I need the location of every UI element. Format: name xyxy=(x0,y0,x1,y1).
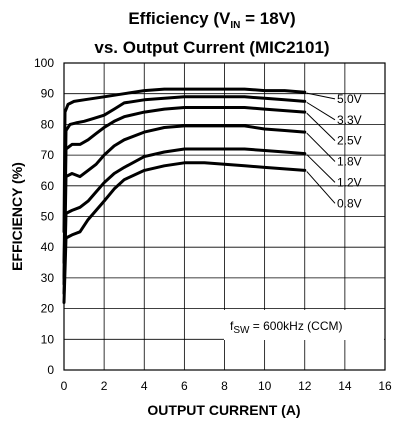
title-suffix: = 18V) xyxy=(240,9,295,28)
annotation: fSW = 600kHz (CCM) xyxy=(230,319,342,336)
annotation-box xyxy=(224,310,384,340)
series-label: 3.3V xyxy=(337,113,362,127)
series-labels: 5.0V 3.3V 2.5V 1.8V 1.2V 0.8V xyxy=(337,92,362,210)
series-line xyxy=(62,87,307,234)
series-label: 5.0V xyxy=(337,92,362,106)
x-tick-label: 10 xyxy=(258,379,272,393)
x-axis-label: OUTPUT CURRENT (A) xyxy=(147,402,300,418)
series-leader-line xyxy=(306,112,336,142)
y-tick-label: 30 xyxy=(41,271,55,285)
title-subscript: IN xyxy=(230,20,240,31)
y-tick-label: 50 xyxy=(41,210,55,224)
y-tick-label: 40 xyxy=(41,240,55,254)
x-tick-label: 12 xyxy=(298,379,312,393)
series-line xyxy=(62,147,307,295)
series-leader-line xyxy=(306,132,336,162)
series-leader-line xyxy=(306,92,336,100)
series-label: 2.5V xyxy=(337,134,362,148)
series-label: 0.8V xyxy=(337,196,362,210)
x-tick-label: 8 xyxy=(221,379,228,393)
x-tick-labels: 0 2 4 6 8 10 12 14 16 xyxy=(61,379,392,393)
y-tick-label: 0 xyxy=(47,363,54,377)
series-leader-line xyxy=(306,154,336,183)
annotation-subscript: SW xyxy=(233,325,250,336)
series-line xyxy=(62,106,307,280)
series-line xyxy=(62,95,307,265)
annotation-prefix: f xyxy=(230,319,234,333)
series-leader-line xyxy=(306,101,336,121)
annotation-suffix: = 600kHz (CCM) xyxy=(249,319,342,333)
x-tick-label: 4 xyxy=(141,379,148,393)
series-label: 1.8V xyxy=(337,155,362,169)
y-tick-label: 80 xyxy=(41,117,55,131)
x-tick-label: 16 xyxy=(378,379,392,393)
series-curves xyxy=(62,87,307,304)
y-tick-labels: 0 10 20 30 40 50 60 70 80 90 100 xyxy=(34,56,54,377)
y-tick-label: 20 xyxy=(41,302,55,316)
y-tick-label: 100 xyxy=(34,56,54,70)
y-tick-label: 90 xyxy=(41,87,55,101)
x-tick-label: 2 xyxy=(101,379,108,393)
y-tick-label: 70 xyxy=(41,148,55,162)
title-prefix: Efficiency (V xyxy=(128,9,231,28)
x-tick-label: 6 xyxy=(181,379,188,393)
x-tick-label: 14 xyxy=(338,379,352,393)
series-line xyxy=(62,124,307,286)
chart-title-line-2: vs. Output Current (MIC2101) xyxy=(94,38,329,57)
y-tick-label: 10 xyxy=(41,332,55,346)
chart-title-line-1: Efficiency (VIN = 18V) xyxy=(128,9,295,31)
series-label: 1.2V xyxy=(337,175,362,189)
series-line xyxy=(62,161,307,304)
series-leader-line xyxy=(306,171,336,204)
series-leader-lines xyxy=(306,92,336,204)
y-tick-label: 60 xyxy=(41,179,55,193)
y-axis-label: EFFICIENCY (%) xyxy=(9,162,25,271)
x-tick-label: 0 xyxy=(61,379,68,393)
